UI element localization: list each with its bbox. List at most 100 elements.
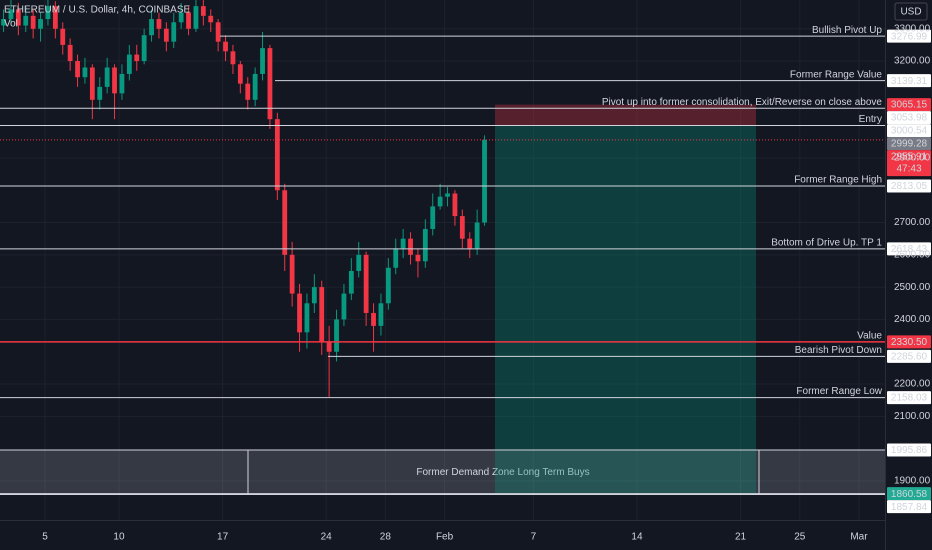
candle-body bbox=[30, 15, 36, 29]
level-label: Pivot up into former consolidation, Exit… bbox=[602, 97, 883, 108]
candle-body bbox=[1, 19, 6, 26]
x-tick-label: 17 bbox=[217, 532, 229, 543]
candle-body bbox=[400, 238, 406, 249]
candle-body bbox=[482, 139, 487, 223]
candle-body bbox=[89, 67, 95, 100]
y-tick-label: 2500.00 bbox=[894, 282, 931, 293]
price-box bbox=[887, 124, 931, 138]
y-tick-label: 3200.00 bbox=[894, 56, 931, 67]
candle-body bbox=[378, 303, 384, 326]
price-box bbox=[887, 137, 931, 151]
price-box-label: 2285.60 bbox=[891, 352, 928, 363]
price-box bbox=[887, 111, 931, 125]
price-box-label: 2158.03 bbox=[891, 393, 928, 404]
level-label: Former Range Low bbox=[796, 386, 882, 397]
candle-body bbox=[267, 48, 273, 120]
price-box-label: 2999.28 bbox=[891, 139, 928, 150]
candle-body bbox=[408, 238, 413, 255]
zone-label: Former Demand Zone Long Term Buys bbox=[416, 467, 589, 478]
candle-body bbox=[252, 73, 258, 100]
level-label: Bottom of Drive Up. TP 1 bbox=[771, 238, 882, 249]
price-box-label: 3053.98 bbox=[891, 113, 928, 124]
candle-body bbox=[208, 15, 214, 23]
price-box bbox=[887, 391, 931, 405]
candle-body bbox=[126, 54, 132, 74]
level-label: Bearish Pivot Down bbox=[795, 345, 882, 356]
candle-body bbox=[445, 193, 450, 197]
candle-body bbox=[452, 193, 458, 217]
price-box-label: 3139.31 bbox=[891, 76, 928, 87]
currency-box[interactable] bbox=[894, 2, 928, 21]
price-box-label: 3276.99 bbox=[891, 31, 928, 42]
x-tick-label: 10 bbox=[113, 532, 125, 543]
x-tick-label: 14 bbox=[631, 532, 643, 543]
candle-body bbox=[200, 6, 206, 16]
y-tick-label: 1900.00 bbox=[894, 476, 931, 487]
candle-body bbox=[334, 319, 339, 352]
price-box bbox=[887, 335, 931, 349]
candle-body bbox=[348, 270, 354, 294]
candle-body bbox=[474, 222, 480, 249]
candle-body bbox=[82, 67, 88, 78]
candle-body bbox=[341, 293, 347, 320]
candle-body bbox=[430, 206, 436, 229]
candle-body bbox=[141, 35, 147, 62]
price-box-label: 1860.58 bbox=[891, 489, 928, 500]
x-tick-label: Feb bbox=[436, 532, 454, 543]
candle-body bbox=[437, 196, 443, 207]
level-label: Former Range High bbox=[794, 175, 882, 186]
price-box bbox=[887, 487, 931, 501]
x-tick-label: 5 bbox=[42, 532, 48, 543]
x-tick-label: 7 bbox=[531, 532, 537, 543]
countdown: 47:43 bbox=[896, 164, 921, 175]
candle-body bbox=[112, 67, 117, 94]
y-tick-label: 2200.00 bbox=[894, 379, 931, 390]
candle-body bbox=[186, 12, 191, 29]
y-tick-label: 2600.00 bbox=[894, 249, 931, 260]
candle-body bbox=[459, 216, 465, 239]
candle-body bbox=[363, 254, 369, 313]
candle-body bbox=[304, 303, 310, 333]
price-box bbox=[887, 150, 931, 177]
candle-body bbox=[311, 287, 317, 304]
candle-body bbox=[215, 22, 221, 42]
price-box-label: 2330.50 bbox=[891, 337, 928, 348]
price-box bbox=[887, 443, 931, 457]
y-tick-label: 2400.00 bbox=[894, 314, 931, 325]
price-box bbox=[887, 29, 931, 43]
candle-body bbox=[60, 28, 66, 45]
price-box-label: 2618.43 bbox=[891, 244, 928, 255]
candle-body bbox=[282, 190, 288, 255]
y-tick-label: 2100.00 bbox=[894, 411, 931, 422]
candle-body bbox=[297, 293, 302, 333]
candle-body bbox=[134, 54, 140, 62]
x-tick-label: 25 bbox=[794, 532, 806, 543]
candle-body bbox=[467, 238, 473, 249]
y-tick-label: 2700.00 bbox=[894, 217, 931, 228]
candle-body bbox=[149, 19, 154, 36]
candle-body bbox=[289, 254, 295, 294]
candle-body bbox=[422, 228, 428, 262]
candle-body bbox=[245, 83, 251, 100]
target-area bbox=[495, 125, 756, 494]
candle-body bbox=[356, 254, 362, 271]
candle-body bbox=[260, 48, 265, 74]
candle-body bbox=[319, 287, 325, 343]
candle-body bbox=[156, 19, 162, 29]
y-tick-label: 2900.00 bbox=[894, 153, 931, 164]
currency[interactable]: USD bbox=[900, 7, 921, 18]
level-label: Entry bbox=[859, 114, 882, 125]
x-tick-label: 21 bbox=[735, 532, 747, 543]
candle-body bbox=[97, 86, 103, 100]
price-box-label: 3065.15 bbox=[891, 100, 928, 111]
candle-body bbox=[178, 12, 184, 23]
candle-body bbox=[171, 22, 177, 42]
candle-body bbox=[237, 64, 243, 84]
candle-body bbox=[163, 28, 169, 42]
candle-body bbox=[385, 267, 391, 304]
y-tick-label: 3300.00 bbox=[894, 23, 931, 34]
candle-body bbox=[23, 15, 29, 26]
price-box bbox=[887, 242, 931, 256]
price-box-label: 2813.05 bbox=[891, 181, 928, 192]
